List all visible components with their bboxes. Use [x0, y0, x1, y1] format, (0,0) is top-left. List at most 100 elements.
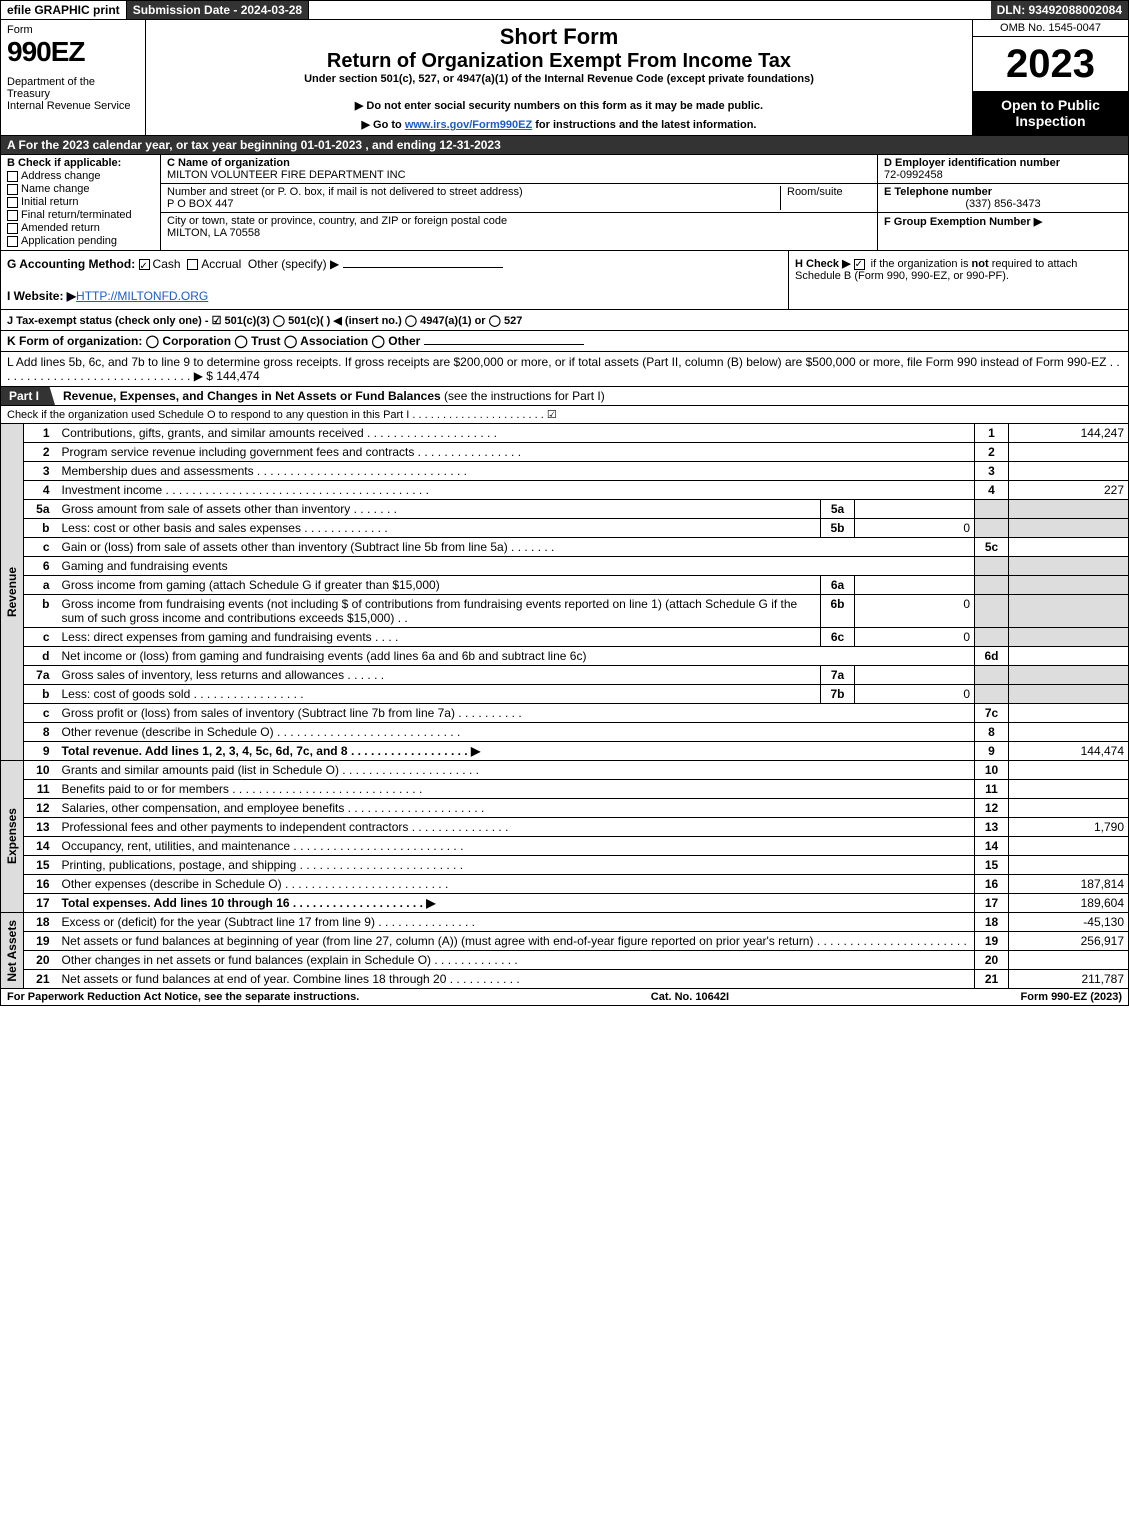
chk-cash[interactable]: [139, 259, 150, 270]
line-row: Net Assets18Excess or (deficit) for the …: [1, 913, 1129, 932]
right-val: 189,604: [1009, 894, 1129, 913]
revenue-table: Revenue1Contributions, gifts, grants, an…: [0, 424, 1129, 761]
line-desc: Salaries, other compensation, and employ…: [58, 799, 975, 818]
line-desc: Gross profit or (loss) from sales of inv…: [58, 704, 975, 723]
goto-pre: ▶ Go to: [362, 119, 405, 131]
right-val: [1009, 723, 1129, 742]
chk-initial-return[interactable]: Initial return: [7, 196, 154, 208]
sub-val: [855, 500, 975, 519]
line-row: 21Net assets or fund balances at end of …: [1, 970, 1129, 989]
line-num: c: [24, 628, 58, 647]
line-row: 14Occupancy, rent, utilities, and mainte…: [1, 837, 1129, 856]
website-link[interactable]: HTTP://MILTONFD.ORG: [76, 289, 208, 303]
tel-value: (337) 856-3473: [884, 198, 1122, 210]
line-desc: Less: cost or other basis and sales expe…: [58, 519, 821, 538]
chk-address-change[interactable]: Address change: [7, 170, 154, 182]
line-desc: Membership dues and assessments . . . . …: [58, 462, 975, 481]
header-right: OMB No. 1545-0047 2023 Open to Public In…: [973, 20, 1128, 135]
sub-num: 7a: [821, 666, 855, 685]
line-desc: Other expenses (describe in Schedule O) …: [58, 875, 975, 894]
line-row: 6Gaming and fundraising events: [1, 557, 1129, 576]
section-bcd: B Check if applicable: Address change Na…: [0, 155, 1129, 251]
chk-name-change[interactable]: Name change: [7, 183, 154, 195]
part-i-header: Part I Revenue, Expenses, and Changes in…: [0, 387, 1129, 406]
line-desc: Gross income from gaming (attach Schedul…: [58, 576, 821, 595]
footer-left: For Paperwork Reduction Act Notice, see …: [7, 991, 359, 1003]
form-header: Form 990EZ Department of the Treasury In…: [0, 20, 1129, 136]
sub-val: [855, 576, 975, 595]
line-desc: Gaming and fundraising events: [58, 557, 975, 576]
chk-application-pending[interactable]: Application pending: [7, 235, 154, 247]
address-label: Number and street (or P. O. box, if mail…: [167, 186, 523, 198]
right-val: 211,787: [1009, 970, 1129, 989]
right-val: [1009, 951, 1129, 970]
line-row: 7aGross sales of inventory, less returns…: [1, 666, 1129, 685]
line-desc: Benefits paid to or for members . . . . …: [58, 780, 975, 799]
right-val: [1009, 519, 1129, 538]
right-val: [1009, 780, 1129, 799]
col-c: C Name of organization MILTON VOLUNTEER …: [161, 155, 878, 250]
right-val: 1,790: [1009, 818, 1129, 837]
section-label: Revenue: [1, 424, 24, 761]
footer-mid: Cat. No. 10642I: [651, 991, 729, 1003]
line-desc: Less: cost of goods sold . . . . . . . .…: [58, 685, 821, 704]
chk-h[interactable]: [854, 259, 865, 270]
line-desc: Gross sales of inventory, less returns a…: [58, 666, 821, 685]
g-other: Other (specify) ▶: [248, 257, 339, 271]
line-row: 20Other changes in net assets or fund ba…: [1, 951, 1129, 970]
chk-final-return[interactable]: Final return/terminated: [7, 209, 154, 221]
ein-value: 72-0992458: [884, 169, 943, 181]
sub-val: 0: [855, 628, 975, 647]
sub-num: 6c: [821, 628, 855, 647]
line-a: A For the 2023 calendar year, or tax yea…: [0, 136, 1129, 155]
line-row: cLess: direct expenses from gaming and f…: [1, 628, 1129, 647]
line-desc: Net assets or fund balances at end of ye…: [58, 970, 975, 989]
right-num: 11: [975, 780, 1009, 799]
line-desc: Net income or (loss) from gaming and fun…: [58, 647, 975, 666]
ein-row: D Employer identification number 72-0992…: [878, 155, 1128, 184]
sub-num: 7b: [821, 685, 855, 704]
right-num: 8: [975, 723, 1009, 742]
right-val: [1009, 557, 1129, 576]
line-row: bLess: cost of goods sold . . . . . . . …: [1, 685, 1129, 704]
line-desc: Total expenses. Add lines 10 through 16 …: [58, 894, 975, 913]
sub-num: 5a: [821, 500, 855, 519]
right-num: [975, 519, 1009, 538]
line-desc: Less: direct expenses from gaming and fu…: [58, 628, 821, 647]
right-val: [1009, 761, 1129, 780]
netassets-table: Net Assets18Excess or (deficit) for the …: [0, 913, 1129, 989]
right-val: -45,130: [1009, 913, 1129, 932]
efile-label[interactable]: efile GRAPHIC print: [1, 1, 127, 19]
line-num: 6: [24, 557, 58, 576]
right-num: 21: [975, 970, 1009, 989]
line-row: aGross income from gaming (attach Schedu…: [1, 576, 1129, 595]
right-num: [975, 685, 1009, 704]
line-row: cGain or (loss) from sale of assets othe…: [1, 538, 1129, 557]
line-desc: Printing, publications, postage, and shi…: [58, 856, 975, 875]
form-label: Form: [7, 24, 139, 36]
right-val: [1009, 704, 1129, 723]
line-row: bLess: cost or other basis and sales exp…: [1, 519, 1129, 538]
line-num: b: [24, 595, 58, 628]
sub-num: 6b: [821, 595, 855, 628]
line-num: 13: [24, 818, 58, 837]
goto-link[interactable]: www.irs.gov/Form990EZ: [405, 119, 532, 131]
line-num: b: [24, 519, 58, 538]
chk-accrual[interactable]: [187, 259, 198, 270]
right-val: [1009, 500, 1129, 519]
line-desc: Grants and similar amounts paid (list in…: [58, 761, 975, 780]
right-num: [975, 666, 1009, 685]
line-num: 16: [24, 875, 58, 894]
line-num: 21: [24, 970, 58, 989]
right-num: 1: [975, 424, 1009, 443]
omb-number: OMB No. 1545-0047: [973, 20, 1128, 37]
right-num: 18: [975, 913, 1009, 932]
line-num: c: [24, 704, 58, 723]
chk-amended-return[interactable]: Amended return: [7, 222, 154, 234]
right-num: 2: [975, 443, 1009, 462]
line-num: 8: [24, 723, 58, 742]
line-row: 12Salaries, other compensation, and empl…: [1, 799, 1129, 818]
right-val: [1009, 856, 1129, 875]
line-row: 17Total expenses. Add lines 10 through 1…: [1, 894, 1129, 913]
line-num: 9: [24, 742, 58, 761]
